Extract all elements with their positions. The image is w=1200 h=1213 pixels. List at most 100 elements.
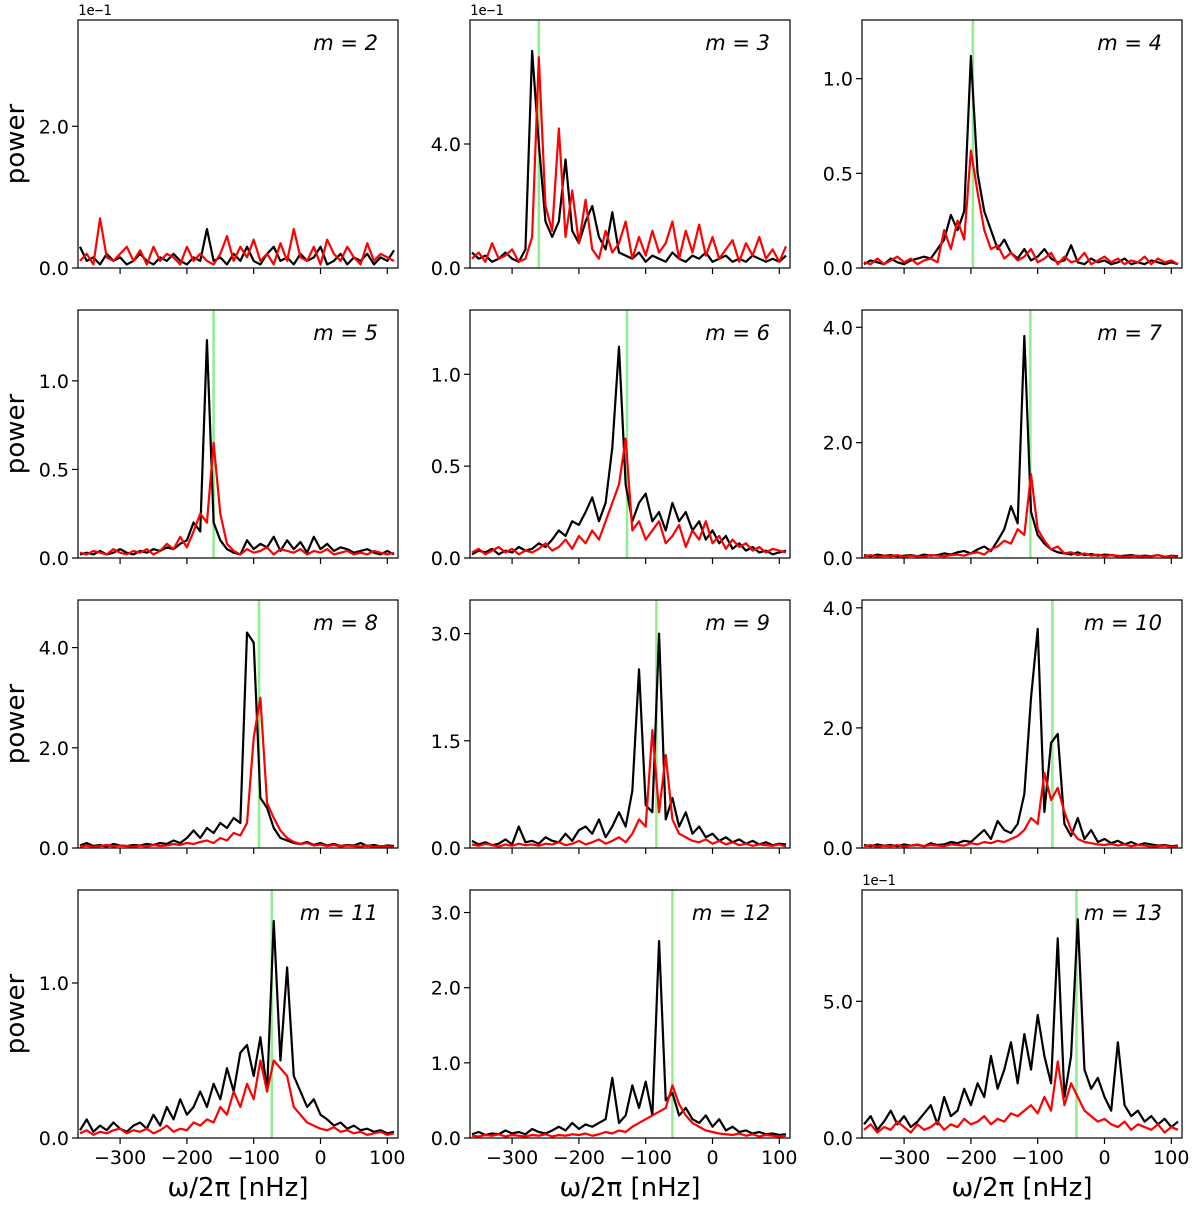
panel-title: m = 8 [313,611,378,635]
series-line [863,771,1179,848]
y-tick-label: 0.0 [823,1128,853,1150]
y-tick-label: 1.0 [823,69,853,91]
x-axis-label: ω/2π [nHz] [952,1173,1093,1203]
series-line [471,437,787,556]
y-tick-label: 0.5 [39,459,69,481]
y-tick-label: 0.0 [431,258,461,280]
panel: −300 −200 −100 0 100 0.0 1.0 2.0 3.0 m = 12 ω/2π [… [431,889,797,1203]
axes-frame [469,889,791,1139]
plot-area [471,20,788,268]
series-line [863,334,1179,558]
axes-frame [861,309,1183,559]
y-tick-label: 2.0 [39,738,69,760]
y-axis-label: power [1,974,31,1055]
panel: 0.0 0.5 1.0 m = 5 power [1,309,399,570]
y-tick-label: 0.0 [431,548,461,570]
series-line [471,728,787,848]
y-tick-label: 1.0 [39,973,69,995]
y-tick-label: 1.0 [431,1053,461,1075]
y-axis-label: power [1,394,31,475]
x-tick-label: −300 [94,1147,146,1169]
x-tick-label: 0 [706,1147,718,1169]
panel-title: m = 10 [1084,611,1162,635]
y-tick-label: 0.5 [431,456,461,478]
y-tick-label: 1.0 [39,371,69,393]
plot-area [863,20,1179,268]
x-tick-label: −300 [486,1147,538,1169]
axes-frame [861,599,1183,849]
panel-title: m = 2 [313,31,378,55]
panel-title: m = 11 [300,901,378,925]
y-tick-label: 2.0 [823,433,853,455]
y-tick-label: 0.0 [39,838,69,860]
x-tick-label: −100 [1012,1147,1064,1169]
panel-title: m = 4 [1097,31,1162,55]
axes-frame [77,309,399,559]
plot-area [863,890,1179,1138]
panel: −300 −200 −100 0 100 0.0 5.0 m = 13 1e−1 ω/2π [nH… [823,873,1190,1203]
series-line [79,631,395,848]
series-line [79,1059,395,1137]
x-tick-label: −200 [161,1147,213,1169]
series-line [863,149,1179,266]
y-tick-label: 2.0 [431,978,461,1000]
axes-frame [469,599,791,849]
series-line [79,441,395,556]
y-tick-label: 4.0 [823,598,853,620]
y-tick-label: 3.0 [431,903,461,925]
panel-title: m = 6 [705,321,770,345]
x-tick-label: 0 [314,1147,326,1169]
x-tick-label: −300 [878,1147,930,1169]
x-tick-label: −200 [553,1147,605,1169]
offset-text: 1e−1 [862,873,896,889]
x-tick-label: −200 [945,1147,997,1169]
x-tick-label: 100 [369,1147,405,1169]
panel-title: m = 5 [313,321,378,345]
y-axis-label: power [1,684,31,765]
plot-area [863,600,1179,848]
axes-frame [77,889,399,1139]
y-tick-label: 2.0 [823,718,853,740]
offset-text: 1e−1 [78,3,112,19]
y-tick-label: 5.0 [823,991,853,1013]
plot-area [471,310,787,558]
y-tick-label: 1.0 [431,364,461,386]
y-tick-label: 0.0 [823,548,853,570]
axes-frame [861,889,1183,1139]
y-tick-label: 0.0 [431,1128,461,1150]
y-tick-label: 0.0 [823,838,853,860]
series-line [863,918,1179,1131]
x-axis-label: ω/2π [nHz] [168,1173,309,1203]
y-tick-label: 3.0 [431,624,461,646]
y-axis-label: power [1,104,31,185]
axes-frame [469,309,791,559]
series-line [471,632,787,847]
plot-area [79,890,395,1138]
plot-area [471,600,787,848]
x-tick-label: −100 [228,1147,280,1169]
axes-frame [77,599,399,849]
panel: −300 −200 −100 0 100 0.0 1.0 m = 11 power ω/2π [n… [1,889,405,1203]
y-tick-label: 4.0 [39,638,69,660]
plot-area [471,890,787,1138]
series-line [79,919,395,1135]
panel-title: m = 13 [1084,901,1162,925]
series-line [471,49,787,263]
panel-title: m = 12 [692,901,770,925]
panel-title: m = 3 [705,31,770,55]
offset-text: 1e−1 [470,3,504,19]
y-tick-label: 1.5 [431,731,461,753]
axes-frame [861,19,1183,269]
y-tick-label: 0.0 [431,838,461,860]
plot-area [863,310,1179,558]
axes-frame [77,19,399,269]
panel: 0.0 4.0 m = 3 1e−1 [431,3,791,280]
panel: 0.0 0.5 1.0 m = 4 [823,19,1183,280]
panel: 0.0 2.0 4.0 m = 7 [823,309,1183,570]
x-tick-label: 100 [1153,1147,1189,1169]
y-tick-label: 0.0 [823,258,853,280]
panel: 0.0 1.5 3.0 m = 9 [431,599,791,860]
series-line [863,473,1179,558]
y-tick-label: 0.0 [39,1128,69,1150]
